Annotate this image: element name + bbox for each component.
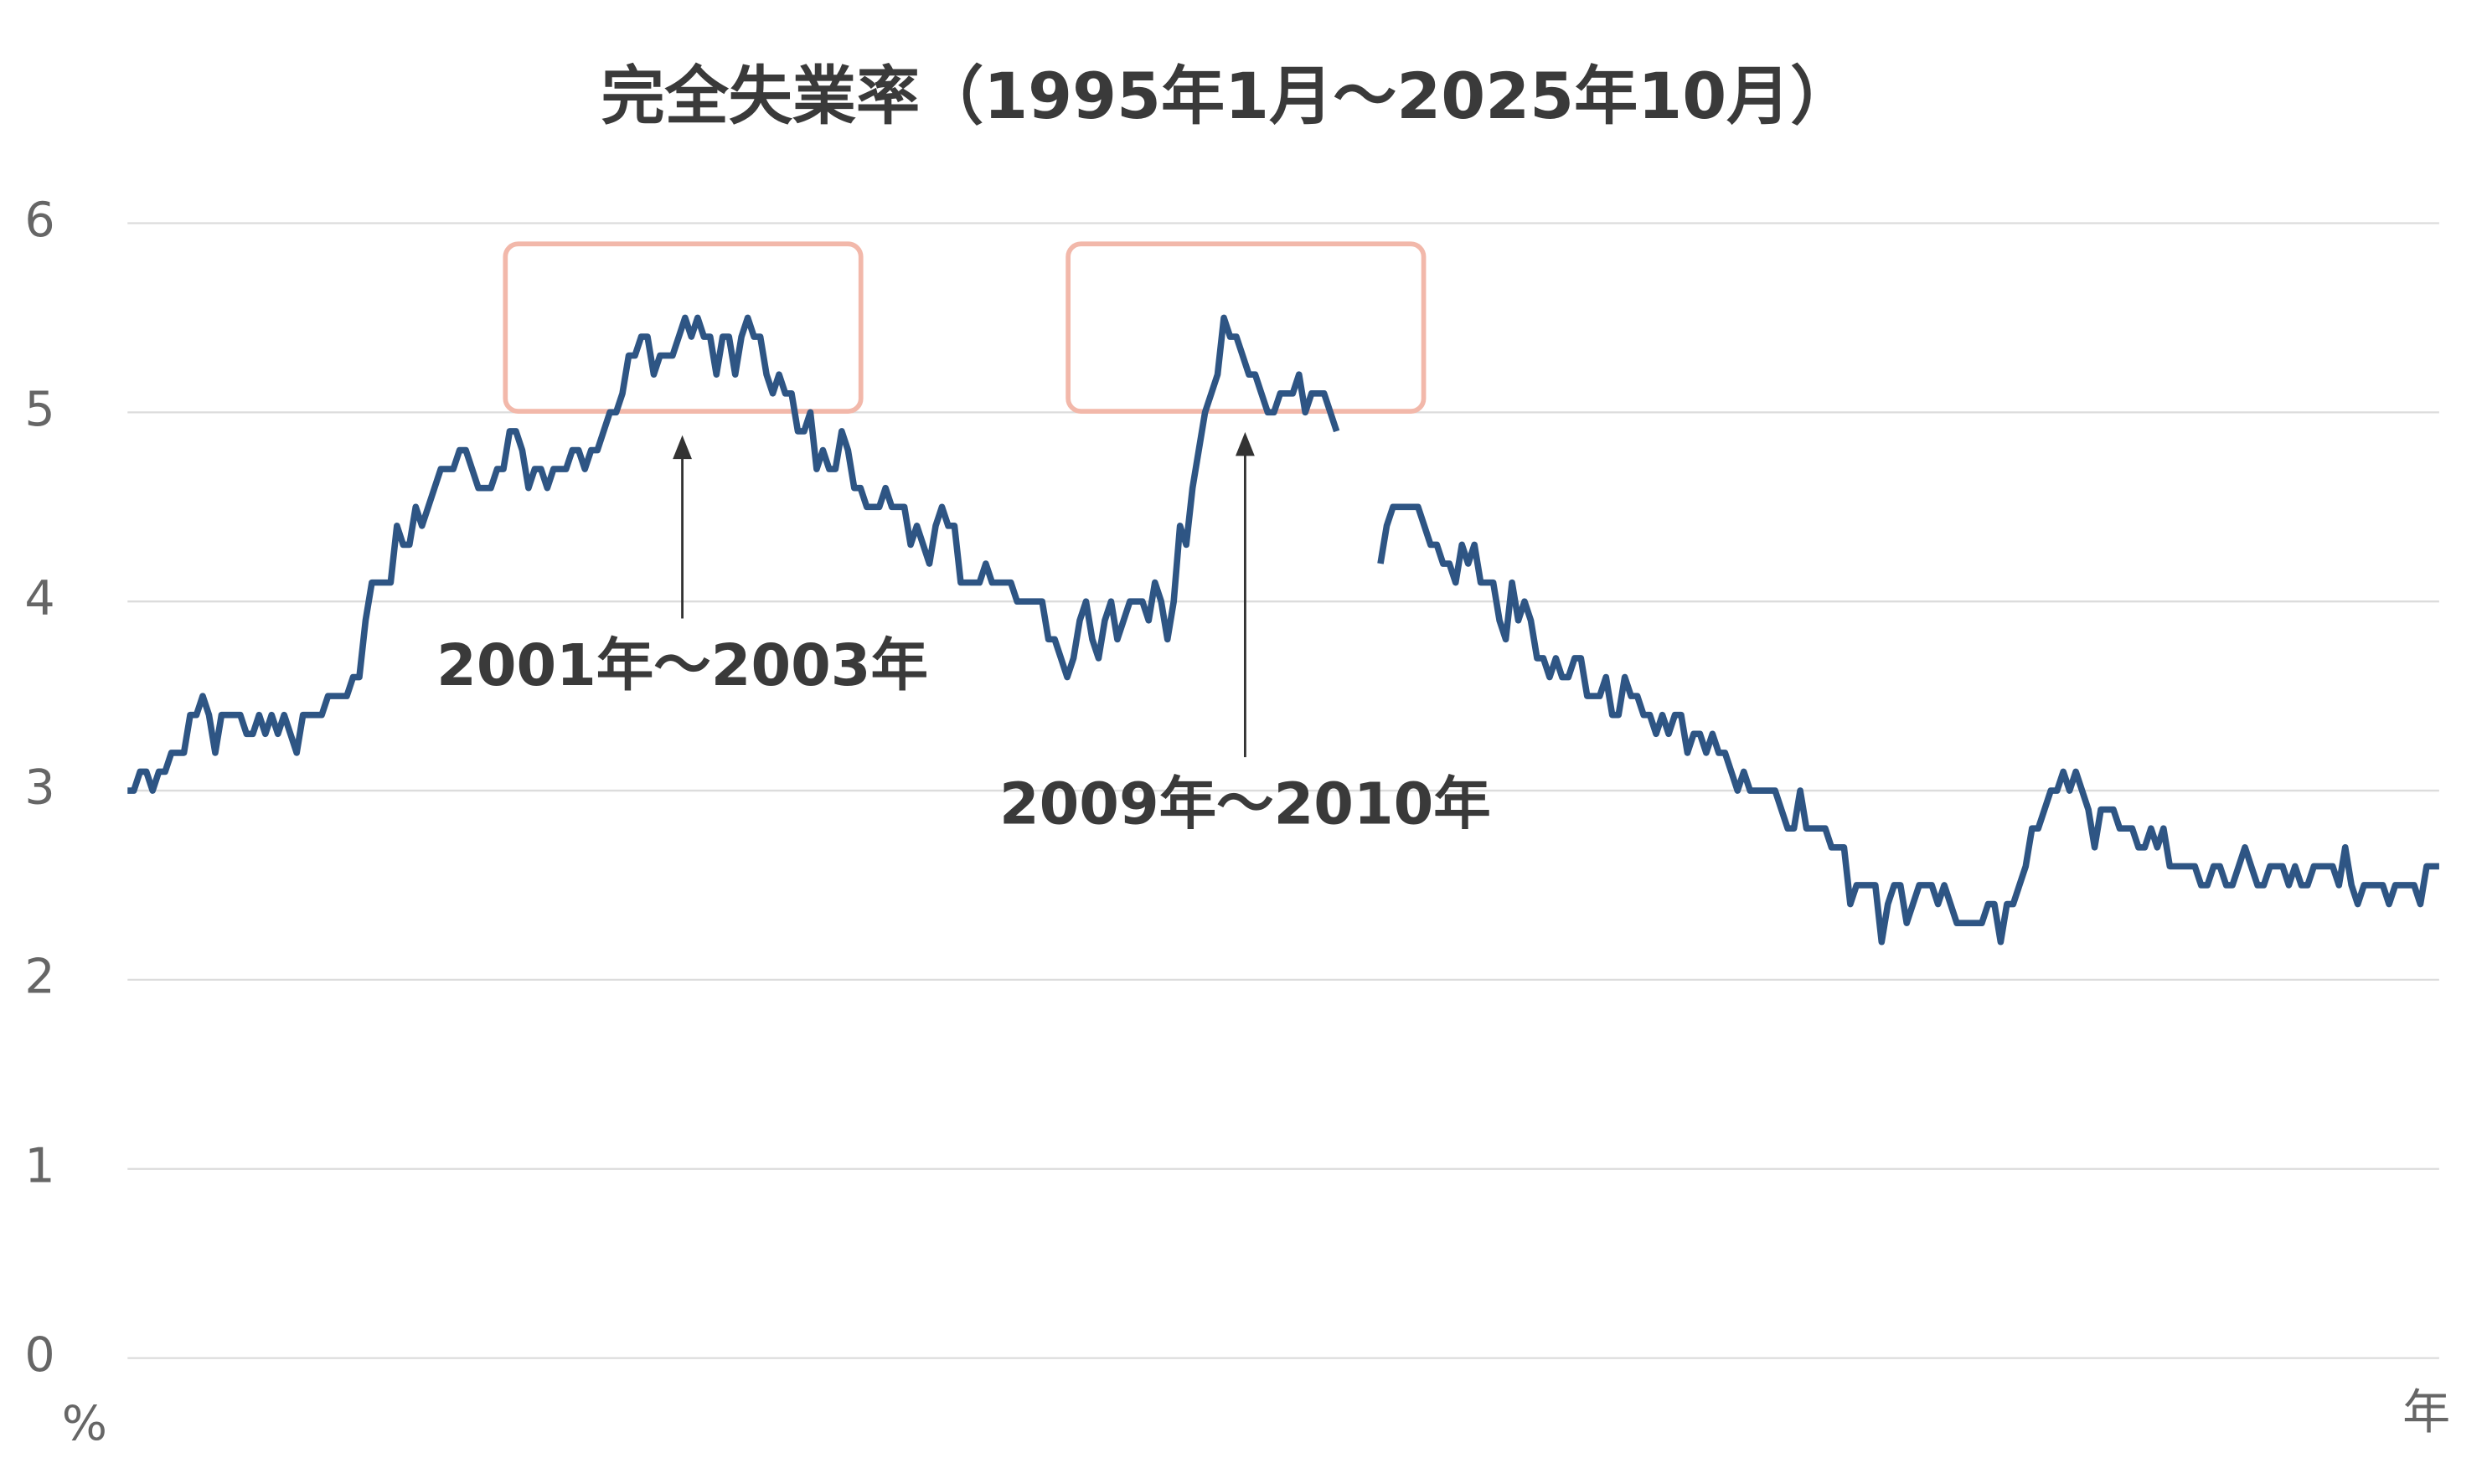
- annotation: 2001年〜2003年: [436, 632, 928, 699]
- x-axis-label: 年: [2402, 1385, 2450, 1440]
- chart-title: 完全失業率（1995年1月〜2025年10月）: [601, 59, 1855, 133]
- highlight-box: [503, 241, 864, 414]
- data-line: [127, 314, 2439, 946]
- y-tick-label: 6: [24, 193, 54, 248]
- y-tick-label: 2: [24, 950, 54, 1005]
- y-tick-label: 0: [24, 1327, 54, 1383]
- highlight-box: [1065, 241, 1427, 414]
- y-tick-label: 5: [24, 382, 54, 437]
- y-tick-label: 3: [24, 760, 54, 816]
- annotation: 2009年〜2010年: [999, 771, 1491, 838]
- y-tick-label: 4: [24, 571, 54, 626]
- y-tick-label: 1: [24, 1138, 54, 1193]
- y-axis-label: %: [62, 1396, 107, 1451]
- arrow-head: [1235, 431, 1255, 456]
- arrow-head: [673, 435, 692, 460]
